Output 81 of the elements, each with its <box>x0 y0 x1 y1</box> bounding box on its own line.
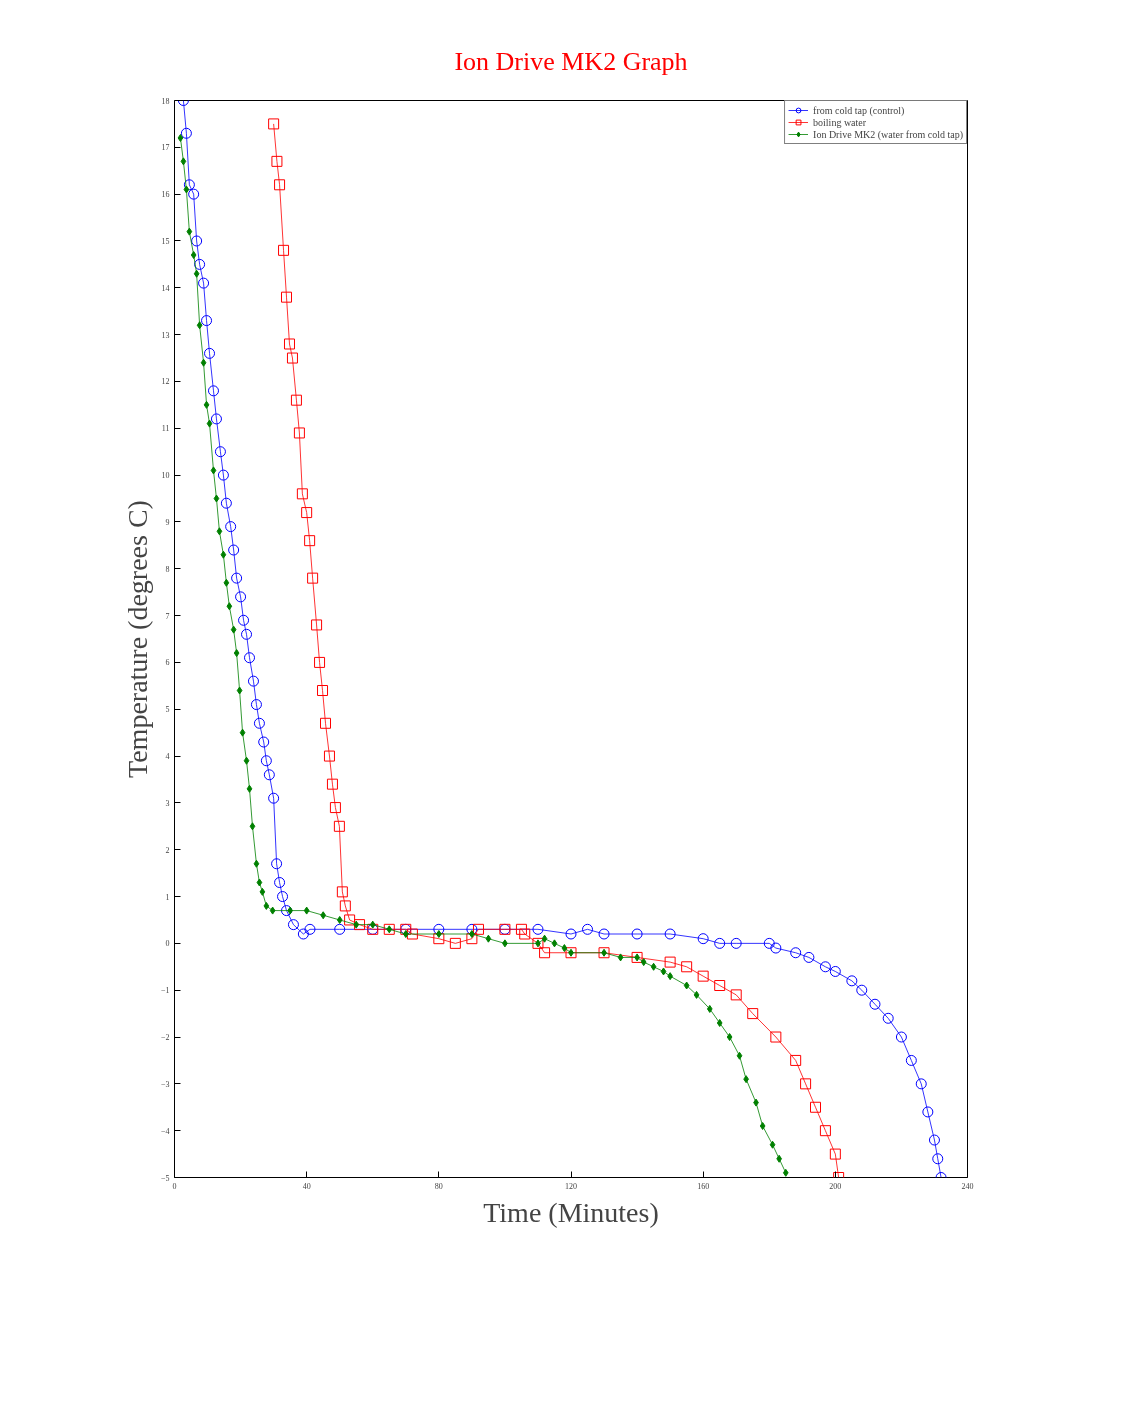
point <box>326 778 338 790</box>
point <box>449 937 461 949</box>
point <box>539 947 551 959</box>
y-tick-label: 12 <box>161 377 170 387</box>
point <box>472 923 484 935</box>
point <box>333 820 345 832</box>
point <box>323 750 335 762</box>
x-tick-label: 40 <box>302 1181 311 1191</box>
y-axis-title: Temperature (degrees C) <box>121 500 153 778</box>
point <box>271 155 283 167</box>
point <box>278 244 290 256</box>
point <box>304 535 316 547</box>
y-tick-label: 1 <box>165 892 170 902</box>
point <box>747 1008 759 1020</box>
y-tick-label: 11 <box>161 424 170 434</box>
point <box>790 1054 802 1066</box>
point <box>314 656 326 668</box>
point <box>714 980 726 992</box>
x-tick-label: 200 <box>829 1181 842 1191</box>
point <box>406 928 418 940</box>
y-tick-label: 2 <box>165 845 170 855</box>
y-tick-label: 9 <box>165 517 170 527</box>
point <box>274 179 286 191</box>
legend-label: Ion Drive MK2 (water from cold tap) <box>813 128 963 140</box>
point <box>336 886 348 898</box>
x-tick-label: 240 <box>961 1181 974 1191</box>
x-tick-label: 120 <box>565 1181 577 1191</box>
x-tick-label: 80 <box>434 1181 443 1191</box>
x-axis-title: Time (Minutes) <box>483 1196 659 1228</box>
x-tick-label: 160 <box>697 1181 710 1191</box>
point <box>354 919 366 931</box>
y-tick-label: −5 <box>160 1173 170 1183</box>
point <box>320 717 331 729</box>
y-tick-label: −1 <box>160 986 170 996</box>
x-tick-label: 0 <box>172 1181 177 1191</box>
point <box>281 291 293 303</box>
y-tick-label: 18 <box>161 96 170 106</box>
y-tick-label: 7 <box>165 611 170 621</box>
y-tick-label: −2 <box>160 1033 170 1043</box>
point <box>339 900 351 912</box>
y-tick-label: 5 <box>165 705 170 715</box>
point <box>268 118 280 130</box>
point <box>819 1125 831 1137</box>
y-tick-label: 0 <box>165 939 170 949</box>
y-tick-label: 4 <box>165 752 170 762</box>
y-tick-label: 14 <box>161 283 170 293</box>
y-tick-label: −4 <box>160 1126 170 1136</box>
chart-title: Ion Drive MK2 Graph <box>454 46 688 76</box>
point <box>290 394 302 406</box>
y-tick-label: 13 <box>161 330 170 340</box>
point <box>829 1148 841 1160</box>
y-tick-label: 16 <box>161 190 170 200</box>
point <box>519 928 531 940</box>
point <box>515 923 527 935</box>
point <box>697 970 709 982</box>
point <box>344 914 356 926</box>
y-tick-label: 6 <box>165 658 170 668</box>
point <box>307 572 319 584</box>
point <box>283 338 295 350</box>
point <box>293 427 305 439</box>
y-tick-label: 10 <box>161 471 170 481</box>
y-tick-label: 3 <box>165 798 170 808</box>
point <box>286 352 298 364</box>
legend-label: from cold tap (control) <box>813 104 905 116</box>
point <box>681 961 693 973</box>
point <box>301 507 313 519</box>
point <box>311 619 323 631</box>
point <box>770 1031 782 1043</box>
y-tick-label: −3 <box>160 1079 170 1089</box>
point <box>810 1101 822 1113</box>
legend-label: boiling water <box>813 116 867 128</box>
y-tick-label: 17 <box>161 143 170 153</box>
point <box>329 802 341 814</box>
y-tick-label: 8 <box>165 564 170 574</box>
point <box>730 989 742 1001</box>
point <box>433 933 445 945</box>
point <box>800 1078 812 1090</box>
point <box>466 933 478 945</box>
y-tick-label: 15 <box>161 236 170 246</box>
point <box>664 956 676 968</box>
point <box>296 488 308 500</box>
